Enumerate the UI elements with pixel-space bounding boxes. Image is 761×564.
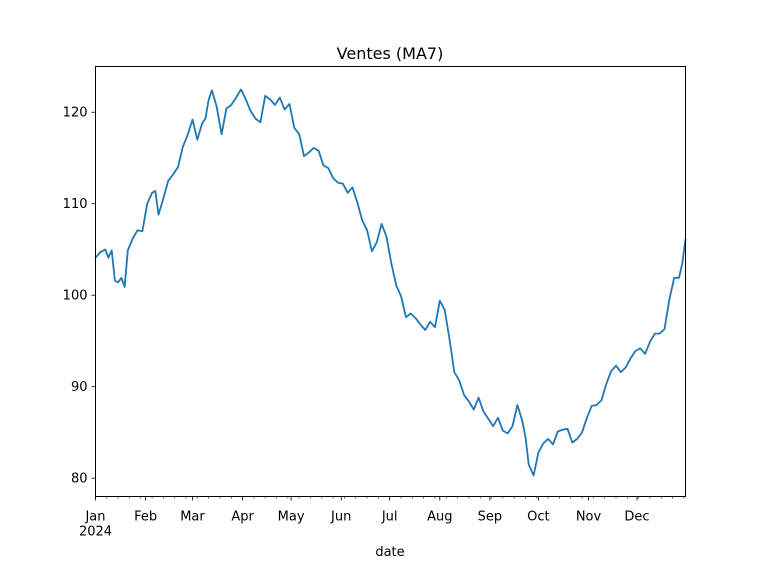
- y-tick-label: 110: [63, 197, 88, 212]
- x-tick-label: Apr: [231, 510, 254, 525]
- y-tick-label: 80: [71, 472, 88, 487]
- series-line: [94, 88, 687, 477]
- x-tick-label: Dec: [624, 510, 649, 525]
- x-tick-label: Feb: [134, 510, 157, 525]
- x-tick-label: Mar: [180, 510, 205, 525]
- axes-frame: [95, 66, 686, 497]
- chart-title: Ventes (MA7): [337, 44, 444, 63]
- x-tick-label: Jan: [84, 510, 105, 525]
- x-tick-label: Jul: [381, 510, 398, 525]
- plot-area: [94, 88, 687, 477]
- x-tick-label: May: [278, 510, 305, 525]
- y-tick-label: 120: [63, 106, 88, 121]
- x-axis-label: date: [375, 545, 404, 560]
- y-tick-label: 100: [63, 289, 88, 304]
- x-tick-label: Nov: [576, 510, 602, 525]
- y-tick-label: 90: [71, 380, 88, 395]
- x-tick-sublabel: 2024: [79, 525, 112, 540]
- x-tick-label: Jun: [330, 510, 351, 525]
- x-tick-label: Oct: [527, 510, 549, 525]
- x-tick-label: Aug: [427, 510, 452, 525]
- x-tick-label: Sep: [478, 510, 503, 525]
